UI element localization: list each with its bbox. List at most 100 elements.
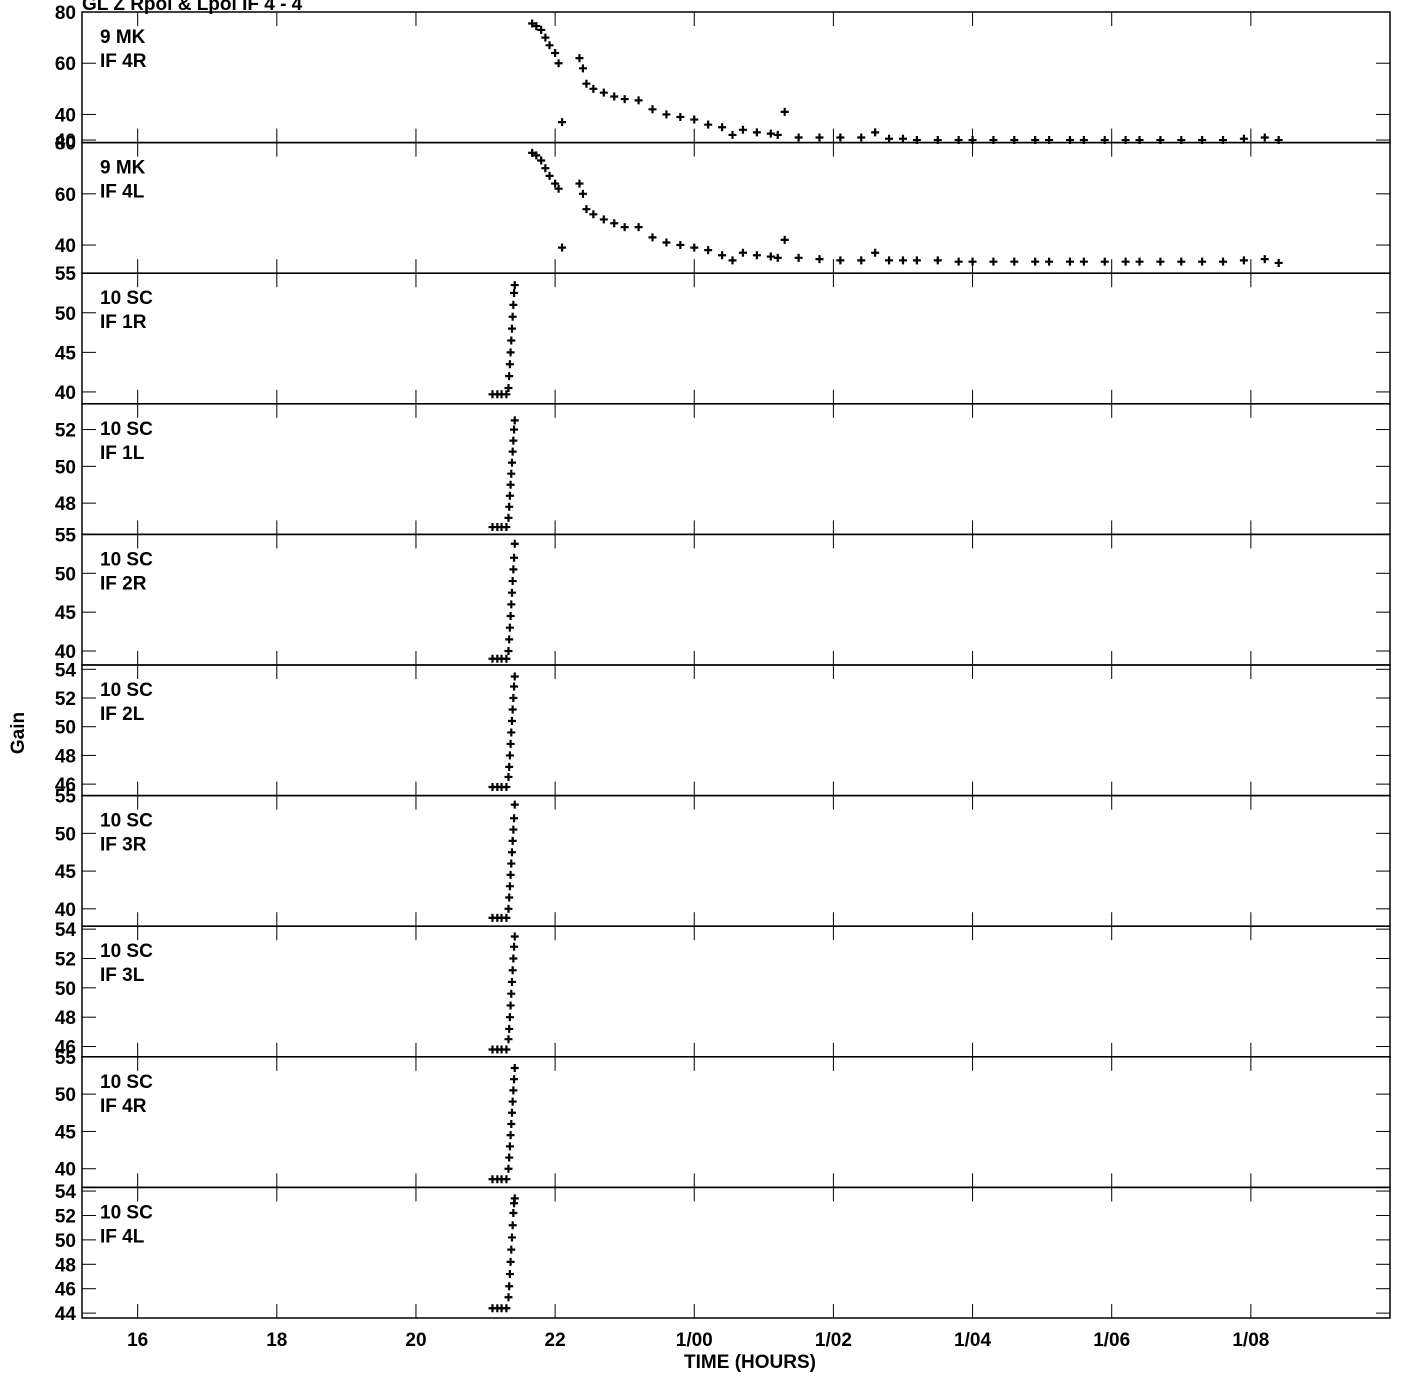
panel: 55 50 45 40 10 SC IF 3R xyxy=(55,787,1391,927)
data-point xyxy=(857,256,866,265)
y-tick-label: 52 xyxy=(55,949,76,970)
panel: 55 50 45 40 10 SC IF 4R xyxy=(55,1048,1391,1189)
panel-frame xyxy=(81,664,1391,797)
data-point xyxy=(857,133,866,142)
data-point xyxy=(508,705,517,714)
data-point xyxy=(507,728,516,737)
data-point xyxy=(1079,257,1088,266)
data-point xyxy=(505,372,514,381)
panel-antenna-label: 10 SC xyxy=(100,811,153,832)
data-point xyxy=(508,447,517,456)
data-point xyxy=(537,25,546,34)
data-point xyxy=(1135,257,1144,266)
data-point xyxy=(1121,257,1130,266)
data-point xyxy=(551,48,560,57)
data-point xyxy=(509,694,518,703)
data-point xyxy=(794,133,803,142)
y-tick-label: 50 xyxy=(55,1231,76,1252)
data-point xyxy=(507,716,516,725)
data-point xyxy=(1239,134,1248,143)
data-point xyxy=(509,1086,518,1095)
data-point xyxy=(898,256,907,265)
y-tick-label: 48 xyxy=(55,1008,76,1029)
data-point xyxy=(505,623,514,632)
panel-frame xyxy=(81,1186,1391,1319)
data-point xyxy=(504,1293,513,1302)
panel-frame xyxy=(81,141,1391,274)
panel-frame xyxy=(81,11,1391,144)
data-point xyxy=(528,19,537,28)
y-tick-label: 55 xyxy=(55,525,77,546)
data-point xyxy=(509,436,518,445)
panel-antenna-label: 10 SC xyxy=(100,1202,153,1223)
data-point xyxy=(766,129,775,138)
data-point xyxy=(599,215,608,224)
data-point xyxy=(505,1282,514,1291)
x-tick-label: 18 xyxy=(266,1330,287,1351)
y-tick-label: 50 xyxy=(55,979,76,1000)
y-tick-label: 48 xyxy=(55,494,76,515)
x-axis-title: TIME (HOURS) xyxy=(684,1352,816,1373)
data-point xyxy=(885,256,894,265)
y-tick-label: 60 xyxy=(55,185,76,206)
y-tick-label: 40 xyxy=(55,236,76,257)
y-tick-label: 48 xyxy=(55,1255,76,1276)
data-point xyxy=(728,130,737,139)
y-tick-label: 52 xyxy=(55,421,76,442)
data-point xyxy=(507,600,516,609)
data-point xyxy=(509,1209,518,1218)
data-point xyxy=(502,1304,511,1313)
y-tick-label: 40 xyxy=(55,383,76,404)
panel: 54 52 50 48 46 10 SC IF 3L xyxy=(55,920,1391,1059)
data-point xyxy=(507,336,516,345)
data-point xyxy=(506,739,515,748)
data-point xyxy=(510,1194,519,1203)
data-point xyxy=(507,1119,516,1128)
data-point xyxy=(502,1045,511,1054)
data-point xyxy=(648,105,657,114)
data-point xyxy=(704,246,713,255)
y-tick-label: 50 xyxy=(55,1085,76,1106)
data-point xyxy=(728,256,737,265)
y-tick-label: 50 xyxy=(55,304,76,325)
data-point xyxy=(502,1175,511,1184)
data-point xyxy=(1239,256,1248,265)
data-point xyxy=(912,256,921,265)
data-point xyxy=(1156,257,1165,266)
data-point xyxy=(510,1075,519,1084)
data-point xyxy=(505,762,514,771)
x-tick-label: 1/00 xyxy=(676,1330,713,1351)
data-point xyxy=(1100,257,1109,266)
data-point xyxy=(554,184,563,193)
data-point xyxy=(836,133,845,142)
data-point xyxy=(507,458,516,467)
panel-if-label: IF 3L xyxy=(100,965,145,986)
data-point xyxy=(510,814,519,823)
data-point xyxy=(509,565,518,574)
data-point xyxy=(780,107,789,116)
y-tick-label: 45 xyxy=(55,343,77,364)
data-point xyxy=(505,751,514,760)
data-point xyxy=(815,133,824,142)
panel-antenna-label: 9 MK xyxy=(100,158,146,179)
panel-frame xyxy=(81,533,1391,666)
data-point xyxy=(510,288,519,297)
data-point xyxy=(505,1270,514,1279)
panel-if-label: IF 1L xyxy=(100,443,145,464)
data-point xyxy=(506,1257,515,1266)
data-point xyxy=(508,312,517,321)
data-point xyxy=(773,253,782,262)
panel: 55 50 45 40 10 SC IF 1R xyxy=(55,264,1391,405)
data-point xyxy=(507,324,516,333)
data-point xyxy=(510,1063,519,1072)
panel-if-label: IF 4L xyxy=(100,1226,145,1247)
data-point xyxy=(506,612,515,621)
x-tick-label: 1/08 xyxy=(1232,1330,1269,1351)
data-point xyxy=(1260,255,1269,264)
data-point xyxy=(508,836,517,845)
data-point xyxy=(508,1221,517,1230)
y-tick-label: 50 xyxy=(55,824,76,845)
data-point xyxy=(506,348,515,357)
x-tick-label: 1/04 xyxy=(954,1330,991,1351)
